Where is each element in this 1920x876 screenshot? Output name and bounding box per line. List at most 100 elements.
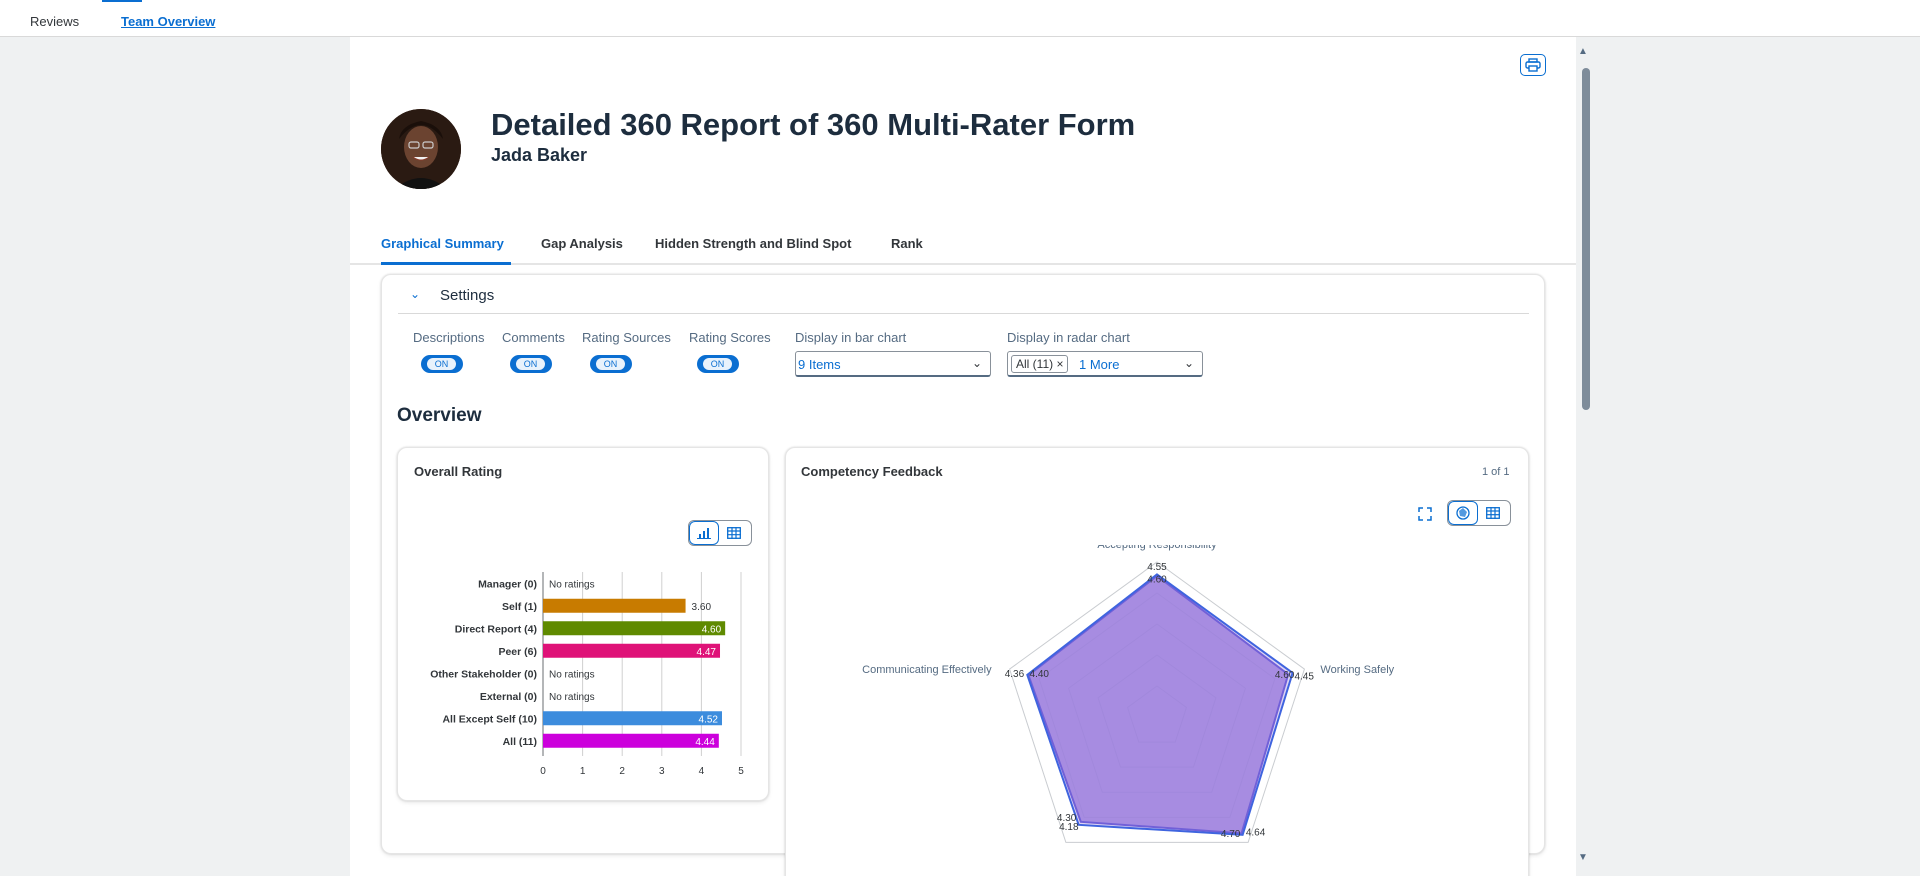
rating-sources-toggle[interactable]: ON <box>590 355 632 373</box>
competency-feedback-title: Competency Feedback <box>801 464 943 479</box>
tab-rank[interactable]: Rank <box>891 236 923 251</box>
avatar-photo <box>381 109 461 189</box>
radar-value-label: 4.55 <box>1147 562 1167 573</box>
radar-value-label: 4.18 <box>1059 822 1079 833</box>
comments-toggle[interactable]: ON <box>510 355 552 373</box>
bar[interactable] <box>543 711 722 726</box>
bar-value-label: 4.44 <box>695 737 715 748</box>
table-view-button[interactable] <box>719 521 749 545</box>
settings-header[interactable] <box>398 284 1529 314</box>
bar-value-label: 4.52 <box>699 714 719 725</box>
employee-name: Jada Baker <box>491 145 588 165</box>
bar-chart-select-value: 9 Items <box>798 357 841 372</box>
category-label: Peer (6) <box>498 646 537 658</box>
scrollbar-thumb[interactable] <box>1582 68 1590 410</box>
bar-value-label: 4.47 <box>697 647 717 658</box>
printer-icon <box>1525 58 1541 72</box>
radar-chart-select[interactable]: All (11) × 1 More ⌄ <box>1007 351 1203 377</box>
rating-scores-toggle[interactable]: ON <box>697 355 739 373</box>
no-ratings-label: No ratings <box>549 579 595 590</box>
page-count: 1 of 1 <box>1482 466 1510 478</box>
category-label: Other Stakeholder (0) <box>430 668 537 680</box>
toggle-state: ON <box>427 358 456 370</box>
print-button[interactable] <box>1520 54 1546 76</box>
bar[interactable] <box>543 598 686 613</box>
comments-label: Comments <box>502 330 565 345</box>
bar-value-label: 4.60 <box>702 624 722 635</box>
bar[interactable] <box>543 643 721 658</box>
bar-chart-select-label: Display in bar chart <box>795 330 907 345</box>
bar-chart-icon <box>697 528 711 539</box>
category-label: All (11) <box>503 736 537 748</box>
rating-sources-label: Rating Sources <box>582 330 671 345</box>
x-tick-label: 0 <box>540 766 546 777</box>
radar-series-area[interactable] <box>1027 574 1290 835</box>
category-label: Self (1) <box>502 601 537 613</box>
avatar <box>381 109 461 189</box>
category-label: All Except Self (10) <box>442 713 537 725</box>
top-navigation: Reviews Team Overview <box>0 0 1920 37</box>
nav-team-overview-link[interactable]: Team Overview <box>121 14 216 29</box>
x-tick-label: 3 <box>659 766 665 777</box>
overall-rating-title: Overall Rating <box>414 464 503 479</box>
category-label: External (0) <box>480 691 537 703</box>
radar-chart-select-label: Display in radar chart <box>1007 330 1130 345</box>
radar-axis-label: Working Safely <box>1320 664 1394 676</box>
bar[interactable] <box>543 733 719 748</box>
radar-value-label: 4.40 <box>1030 669 1050 680</box>
competency-radar-chart: 4.55 4.45 4.64 4.18 4.36 4.60 4.60 4.70 4.30 4.40… <box>862 545 1395 843</box>
table-view-button[interactable] <box>1478 501 1508 525</box>
radar-value-label: 4.64 <box>1246 827 1266 838</box>
bar[interactable] <box>543 621 726 636</box>
x-tick-label: 4 <box>699 766 705 777</box>
radar-value-label: 4.30 <box>1057 813 1077 824</box>
chevron-down-icon[interactable]: ⌄ <box>971 356 982 370</box>
scroll-up-arrow[interactable]: ▲ <box>1578 46 1588 57</box>
bar-chart-select[interactable]: 9 Items ⌄ <box>795 351 991 377</box>
overview-heading: Overview <box>397 405 482 426</box>
tab-hidden-strength[interactable]: Hidden Strength and Blind Spot <box>655 236 852 251</box>
table-icon <box>1486 507 1500 519</box>
radar-series-area[interactable] <box>1026 573 1294 836</box>
rating-scores-label: Rating Scores <box>689 330 771 345</box>
radar-token-label: All (11) <box>1016 357 1054 371</box>
overall-view-switch <box>688 520 752 546</box>
x-tick-label: 1 <box>580 766 586 777</box>
overall-rating-bar-chart: 0 1 2 3 4 5 Manager (0) No ratings Self (1) 3.60 D… <box>430 572 744 777</box>
radar-view-button[interactable] <box>1448 501 1478 525</box>
page-title: Detailed 360 Report of 360 Multi-Rater F… <box>491 107 1136 142</box>
active-tab-indicator <box>381 262 511 265</box>
x-tick-label: 2 <box>619 766 625 777</box>
category-label: Manager (0) <box>478 578 537 590</box>
chevron-down-icon[interactable]: ⌄ <box>410 287 421 301</box>
toggle-state: ON <box>703 358 732 370</box>
descriptions-toggle[interactable]: ON <box>421 355 463 373</box>
nav-reviews-link[interactable]: Reviews <box>30 14 80 29</box>
scroll-down-arrow[interactable]: ▼ <box>1578 852 1588 863</box>
fullscreen-button[interactable] <box>1414 503 1436 525</box>
radar-more-link[interactable]: 1 More <box>1079 357 1120 372</box>
radar-value-label: 4.70 <box>1221 829 1241 840</box>
radar-ring <box>1008 561 1306 843</box>
descriptions-label: Descriptions <box>413 330 485 345</box>
tab-graphical-summary[interactable]: Graphical Summary <box>381 236 504 251</box>
tab-gap-analysis[interactable]: Gap Analysis <box>541 236 623 251</box>
radar-value-label: 4.60 <box>1147 574 1167 585</box>
chart-view-button[interactable] <box>689 521 719 545</box>
toggle-state: ON <box>516 358 545 370</box>
x-tick-label: 5 <box>738 766 744 777</box>
no-ratings-label: No ratings <box>549 669 595 680</box>
bar-value-label: 3.60 <box>692 602 712 613</box>
radar-axis-label: Accepting Responsibility <box>1097 545 1217 551</box>
radar-token[interactable]: All (11) × <box>1011 355 1069 373</box>
toggle-state: ON <box>596 358 625 370</box>
radar-value-label: 4.45 <box>1294 671 1314 682</box>
competency-view-switch <box>1447 500 1511 526</box>
settings-title: Settings <box>440 287 495 304</box>
radar-value-label: 4.60 <box>1275 670 1295 681</box>
token-remove-icon[interactable]: × <box>1056 357 1064 371</box>
no-ratings-label: No ratings <box>549 692 595 703</box>
category-label: Direct Report (4) <box>455 623 537 635</box>
nav-accent <box>102 0 142 2</box>
chevron-down-icon[interactable]: ⌄ <box>1183 356 1194 370</box>
